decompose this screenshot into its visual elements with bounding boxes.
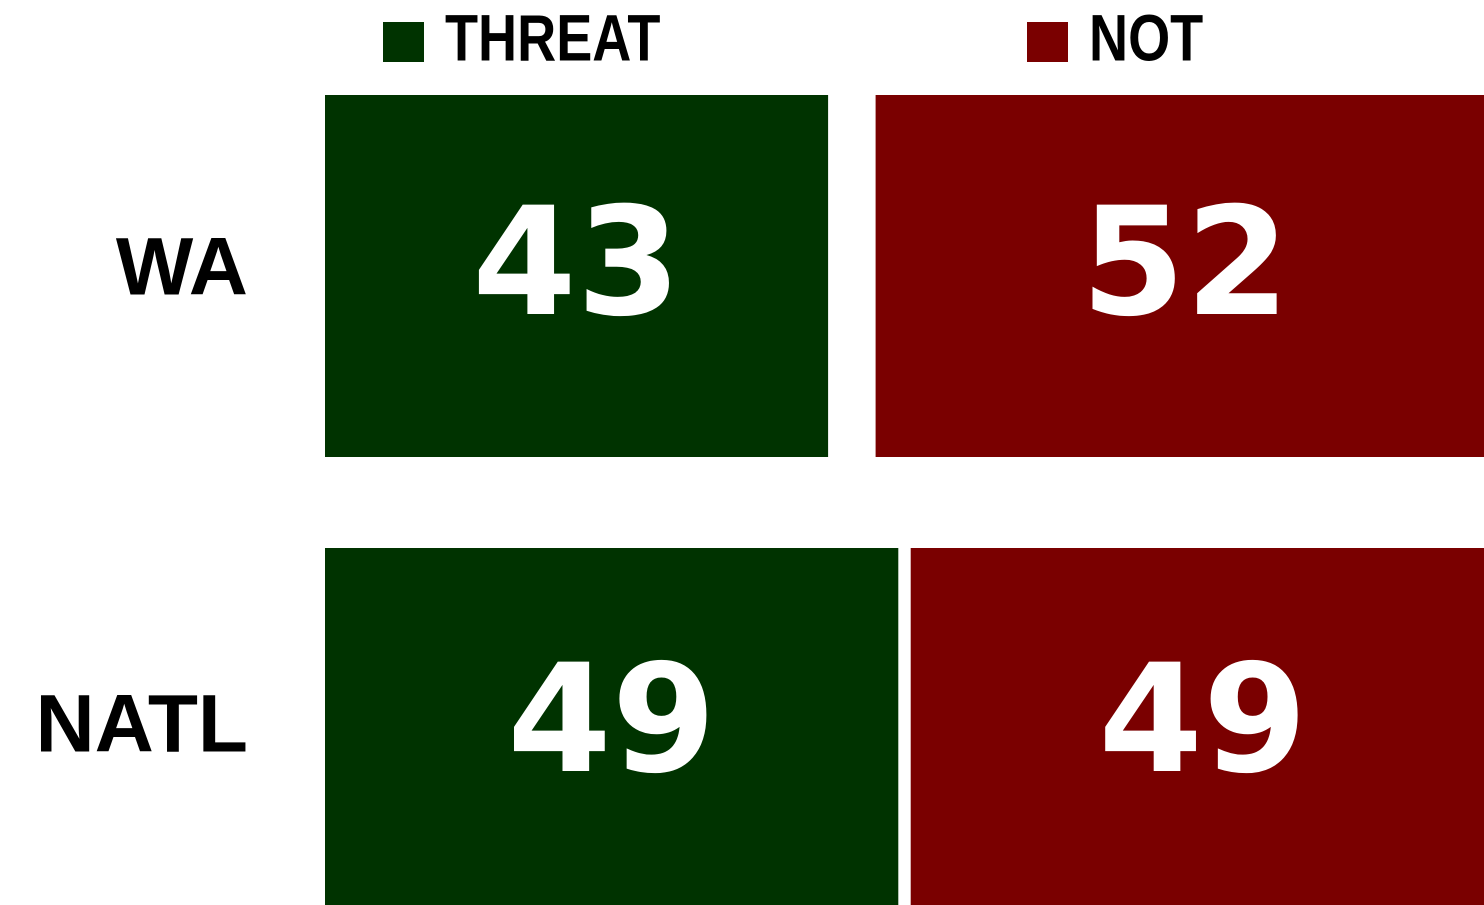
- legend-label: THREAT: [445, 0, 661, 74]
- legend-swatch: [383, 22, 424, 62]
- value-label: 52: [1081, 176, 1290, 350]
- legend-label: NOT: [1089, 0, 1203, 74]
- bar: [875, 95, 1484, 457]
- bar: [325, 95, 829, 457]
- value-label: 43: [472, 176, 681, 350]
- category-label: WA: [116, 222, 248, 313]
- category-label: NATL: [35, 679, 248, 770]
- value-label: 49: [507, 633, 716, 807]
- bar: [910, 548, 1484, 905]
- value-label: 49: [1098, 633, 1307, 807]
- legend-swatch: [1027, 22, 1068, 62]
- bar: [325, 548, 899, 905]
